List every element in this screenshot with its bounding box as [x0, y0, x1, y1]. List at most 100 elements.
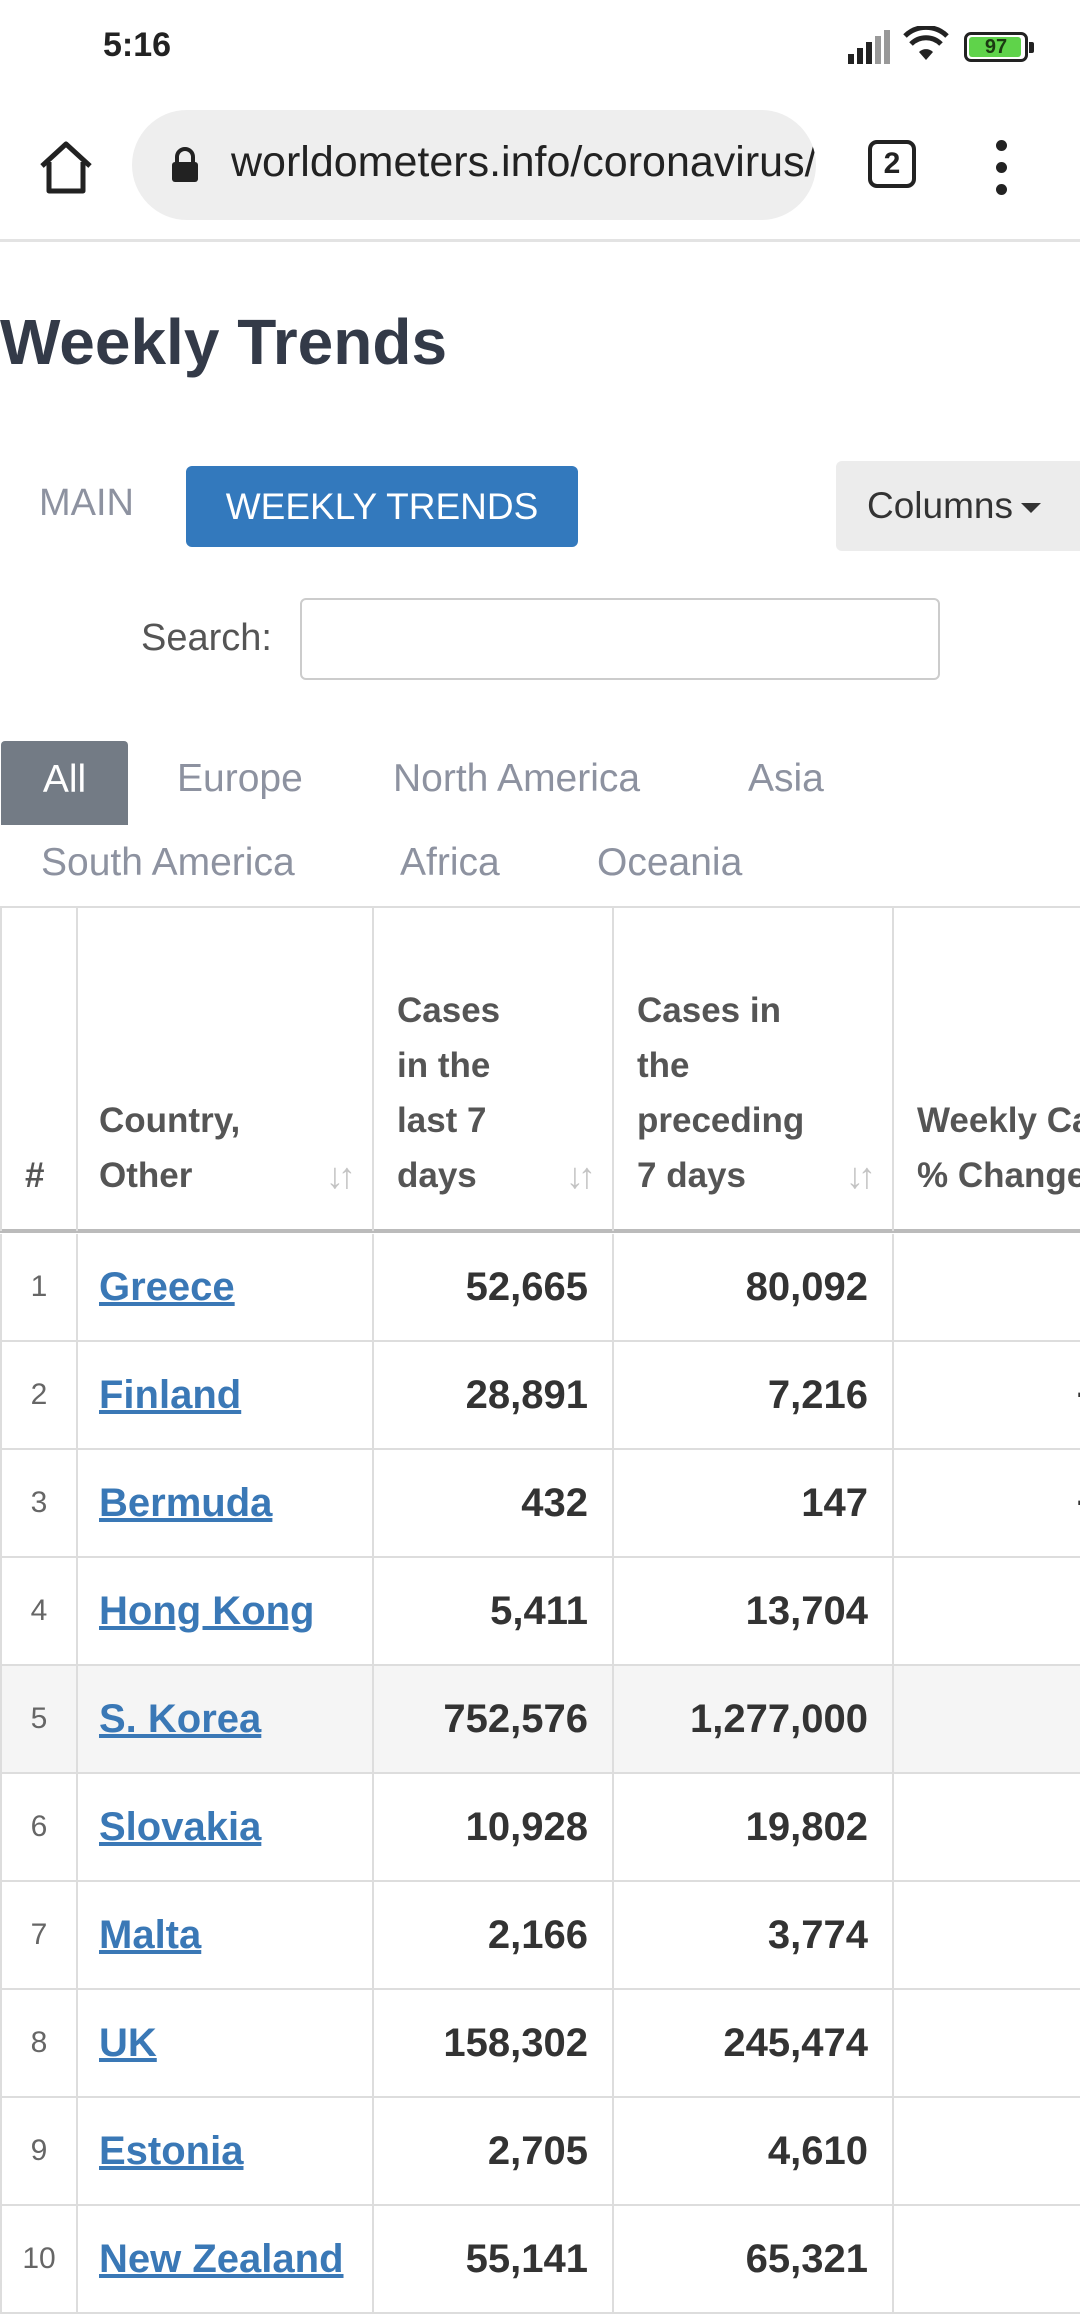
cases-preceding-7-days: 147 — [614, 1450, 894, 1556]
tab-switcher-button[interactable]: 2 — [868, 140, 916, 188]
country-cell: Finland — [76, 1342, 374, 1448]
header-last-line: last 7 — [397, 1101, 487, 1140]
weekly-change — [894, 1234, 1080, 1340]
cases-preceding-7-days: 19,802 — [614, 1774, 894, 1880]
header-num-label: # — [25, 1156, 45, 1195]
sort-icon[interactable]: ↓↑ — [566, 1155, 596, 1196]
row-number: 3 — [0, 1450, 78, 1556]
row-number: 10 — [0, 2206, 78, 2312]
battery-icon: 97 — [964, 32, 1034, 62]
header-country-line: Other — [99, 1156, 193, 1195]
country-cell: S. Korea — [76, 1666, 374, 1772]
country-link[interactable]: Malta — [99, 1913, 202, 1957]
columns-button-label: Columns — [867, 485, 1013, 526]
region-tab-europe[interactable]: Europe — [177, 757, 303, 800]
header-cases-last-7-days[interactable]: Cases in the last 7 days ↓↑ — [374, 908, 614, 1231]
cases-last-7-days: 752,576 — [374, 1666, 614, 1772]
tab-main[interactable]: MAIN — [39, 482, 134, 524]
header-change-label: Weekly Cases % Change — [917, 1093, 1080, 1203]
cases-last-7-days: 10,928 — [374, 1774, 614, 1880]
table-row: 7 Malta 2,166 3,774 — [0, 1882, 1080, 1990]
country-link[interactable]: Hong Kong — [99, 1589, 315, 1633]
country-link[interactable]: Finland — [99, 1373, 242, 1417]
weekly-change — [894, 1882, 1080, 1988]
row-number: 4 — [0, 1558, 78, 1664]
header-country-line: Country, — [99, 1101, 241, 1140]
lock-icon — [172, 147, 198, 182]
region-tab-north-america[interactable]: North America — [393, 757, 641, 800]
weekly-change: + — [894, 1450, 1080, 1556]
country-link[interactable]: S. Korea — [99, 1697, 262, 1741]
url-text[interactable]: worldometers.info/coronavirus/weekly-tre… — [231, 138, 816, 186]
cases-preceding-7-days: 245,474 — [614, 1990, 894, 2096]
header-num[interactable]: # — [0, 908, 78, 1231]
country-cell: Hong Kong — [76, 1558, 374, 1664]
tab-weekly-trends[interactable]: WEEKLY TRENDS — [186, 466, 578, 547]
header-prev-label: Cases in the preceding 7 days — [637, 983, 804, 1203]
region-tab-all[interactable]: All — [1, 741, 128, 825]
page-title: Weekly Trends — [0, 306, 448, 378]
header-last-line: in the — [397, 1046, 491, 1085]
header-country[interactable]: Country, Other ↓↑ — [76, 908, 374, 1231]
search-input[interactable] — [300, 598, 940, 680]
header-prev-line: preceding — [637, 1101, 805, 1140]
cases-preceding-7-days: 1,277,000 — [614, 1666, 894, 1772]
country-link[interactable]: Slovakia — [99, 1805, 262, 1849]
cases-preceding-7-days: 65,321 — [614, 2206, 894, 2312]
country-link[interactable]: New Zealand — [99, 2237, 344, 2281]
header-last-label: Cases in the last 7 days — [397, 983, 500, 1203]
header-prev-line: 7 days — [637, 1156, 746, 1195]
header-country-label: Country, Other — [99, 1093, 240, 1203]
header-last-line: Cases — [397, 991, 501, 1030]
weekly-change — [894, 1558, 1080, 1664]
header-weekly-change[interactable]: Weekly Cases % Change — [894, 908, 1080, 1231]
home-icon[interactable] — [36, 138, 96, 198]
country-cell: New Zealand — [76, 2206, 374, 2312]
battery-level: 97 — [984, 36, 1008, 58]
country-link[interactable]: Estonia — [99, 2129, 244, 2173]
search-label: Search: — [141, 617, 272, 659]
row-number: 5 — [0, 1666, 78, 1772]
row-number: 9 — [0, 2098, 78, 2204]
header-change-line: % Change — [917, 1156, 1080, 1195]
table-row: 10 New Zealand 55,141 65,321 — [0, 2206, 1080, 2314]
country-cell: Slovakia — [76, 1774, 374, 1880]
country-link[interactable]: Bermuda — [99, 1481, 273, 1525]
cases-last-7-days: 2,166 — [374, 1882, 614, 1988]
status-time: 5:16 — [103, 26, 172, 64]
weekly-change: + — [894, 1342, 1080, 1448]
weekly-change — [894, 1774, 1080, 1880]
country-cell: UK — [76, 1990, 374, 2096]
header-prev-line: Cases in — [637, 991, 781, 1030]
address-bar[interactable]: worldometers.info/coronavirus/weekly-tre… — [132, 110, 816, 220]
wifi-icon — [903, 26, 949, 60]
battery-fill — [969, 37, 1022, 57]
header-change-line: Weekly Cases — [917, 1101, 1080, 1140]
cases-preceding-7-days: 13,704 — [614, 1558, 894, 1664]
more-menu-icon[interactable] — [980, 140, 1024, 196]
cases-last-7-days: 432 — [374, 1450, 614, 1556]
country-link[interactable]: Greece — [99, 1265, 235, 1309]
country-link[interactable]: UK — [99, 2021, 157, 2065]
sort-icon[interactable]: ↓↑ — [326, 1155, 356, 1196]
region-tab-africa[interactable]: Africa — [400, 841, 500, 884]
cases-last-7-days: 5,411 — [374, 1558, 614, 1664]
table-row: 1 Greece 52,665 80,092 — [0, 1234, 1080, 1342]
sort-icon[interactable]: ↓↑ — [846, 1155, 876, 1196]
row-number: 1 — [0, 1234, 78, 1340]
row-number: 7 — [0, 1882, 78, 1988]
cases-last-7-days: 28,891 — [374, 1342, 614, 1448]
cases-preceding-7-days: 7,216 — [614, 1342, 894, 1448]
table-row: 4 Hong Kong 5,411 13,704 — [0, 1558, 1080, 1666]
row-number: 2 — [0, 1342, 78, 1448]
weekly-change — [894, 1666, 1080, 1772]
region-tab-south-america[interactable]: South America — [41, 841, 295, 884]
columns-dropdown-button[interactable]: Columns — [836, 461, 1080, 551]
country-cell: Malta — [76, 1882, 374, 1988]
region-tab-oceania[interactable]: Oceania — [597, 841, 743, 884]
region-tab-asia[interactable]: Asia — [748, 757, 824, 800]
cases-last-7-days: 2,705 — [374, 2098, 614, 2204]
header-cases-preceding-7-days[interactable]: Cases in the preceding 7 days ↓↑ — [614, 908, 894, 1231]
cases-preceding-7-days: 3,774 — [614, 1882, 894, 1988]
